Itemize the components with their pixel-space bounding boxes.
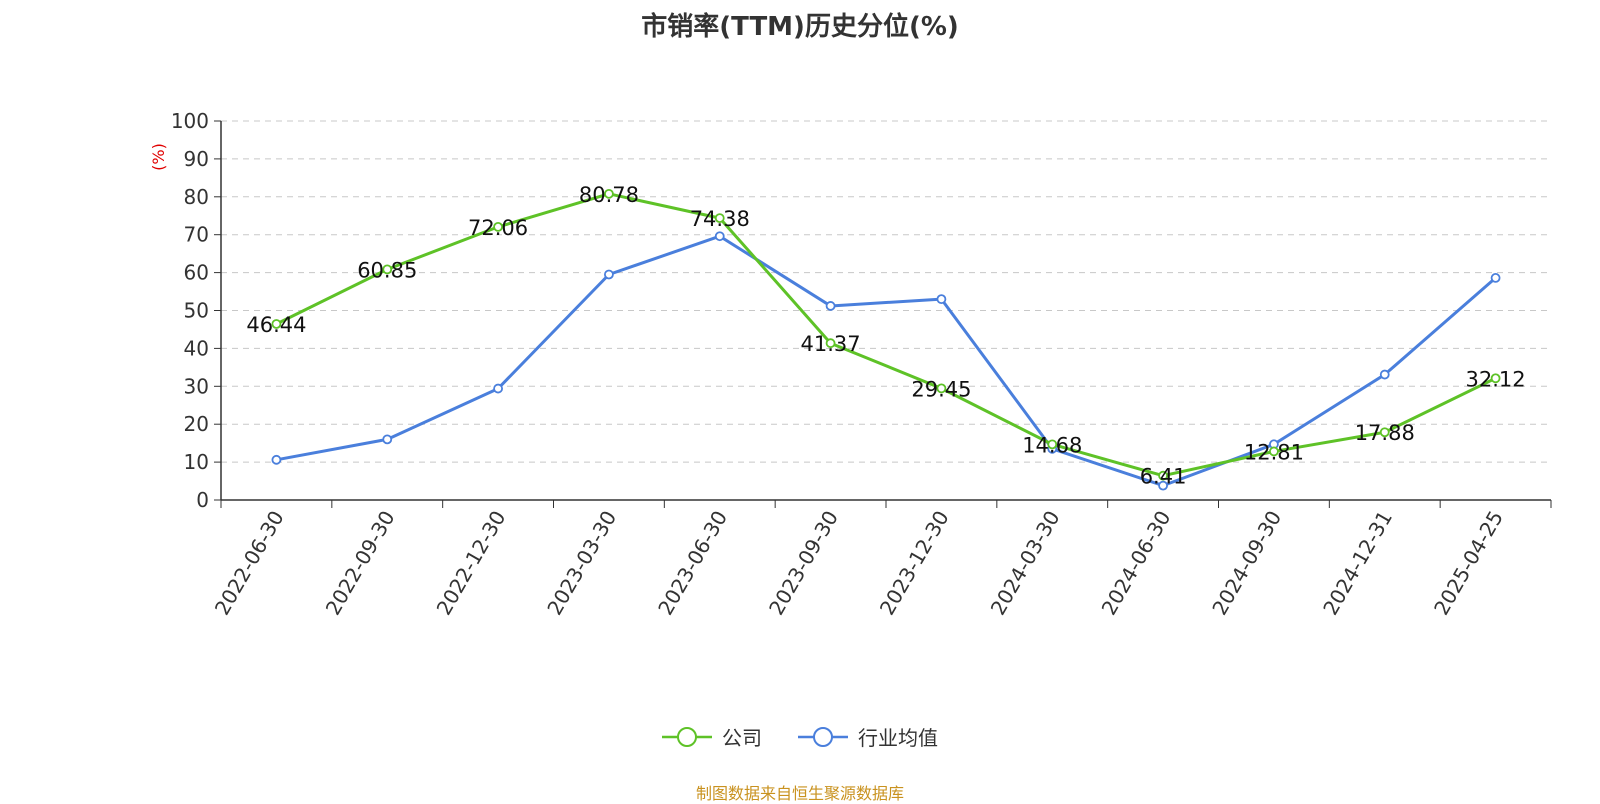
x-tick-label: 2025-04-25: [1429, 507, 1508, 620]
legend-item-industry-average[interactable]: 行业均值: [798, 722, 938, 751]
data-point: [382, 264, 393, 275]
data-point: [936, 294, 947, 305]
data-label: 74.38: [690, 207, 750, 231]
y-tick-label: 60: [184, 261, 209, 285]
data-label: 12.81: [1244, 440, 1304, 464]
data-label: 29.45: [911, 377, 971, 401]
y-tick-label: 100: [171, 109, 209, 133]
x-tick-label: 2022-06-30: [210, 507, 289, 620]
x-tick-label: 2023-06-30: [653, 507, 732, 620]
data-point: [271, 454, 282, 465]
data-point: [825, 338, 836, 349]
y-tick-label: 90: [184, 147, 209, 171]
data-label: 14.68: [1022, 433, 1082, 457]
data-point: [1379, 427, 1390, 438]
data-point: [1047, 439, 1058, 450]
data-label: 80.78: [579, 183, 639, 207]
x-tick-label: 2024-09-30: [1207, 507, 1286, 620]
x-tick-label: 2024-06-30: [1097, 507, 1176, 620]
data-point: [271, 319, 282, 329]
y-tick-label: 30: [184, 374, 209, 398]
y-tick-label: 10: [184, 450, 209, 474]
y-tick-label: 40: [184, 336, 209, 360]
data-label: 17.88: [1355, 421, 1415, 445]
data-label: 60.85: [357, 258, 417, 282]
x-tick-label: 2022-12-30: [432, 507, 511, 620]
data-point: [604, 188, 614, 199]
x-tick-label: 2024-03-30: [986, 507, 1065, 620]
legend-item-company[interactable]: 公司: [662, 722, 762, 751]
legend: 公司 行业均值: [0, 722, 1600, 751]
x-tick-label: 2023-03-30: [542, 507, 621, 620]
data-point: [936, 383, 947, 394]
y-tick-label: 50: [184, 299, 209, 323]
data-point: [493, 383, 503, 394]
data-label: 72.06: [468, 216, 528, 240]
y-tick-label: 70: [184, 223, 209, 247]
legend-label: 公司: [722, 726, 762, 750]
x-tick-label: 2023-09-30: [764, 507, 843, 620]
y-axis-label: (%): [149, 143, 168, 171]
data-label: 32.12: [1466, 367, 1526, 391]
x-tick-label: 2024-12-31: [1318, 507, 1397, 620]
y-tick-label: 80: [184, 185, 209, 209]
data-point: [1490, 273, 1501, 283]
series-line: [276, 234, 1497, 488]
data-point: [604, 269, 614, 280]
data-point: [1158, 470, 1168, 481]
data-point: [714, 213, 725, 223]
legend-label: 行业均值: [858, 726, 938, 750]
legend-line-marker-icon: [798, 726, 848, 747]
data-point: [382, 434, 393, 445]
x-tick-label: 2023-12-30: [875, 507, 954, 620]
data-point: [1490, 373, 1501, 384]
y-tick-label: 0: [196, 488, 209, 512]
data-point: [714, 231, 725, 242]
data-point: [825, 301, 836, 311]
source-note: 制图数据来自恒生聚源数据库: [695, 784, 904, 803]
chart-title: 市销率(TTM)历史分位(%): [641, 12, 959, 42]
x-tick-label: 2022-09-30: [321, 507, 400, 620]
data-label: 41.37: [801, 332, 861, 356]
series-line: [275, 192, 1497, 478]
data-label: 6.41: [1140, 465, 1187, 489]
data-point: [1158, 480, 1168, 491]
data-label: 46.44: [246, 313, 306, 337]
data-point: [1269, 446, 1279, 457]
data-point: [1379, 369, 1390, 380]
legend-line-marker-icon: [662, 726, 712, 747]
data-point: [493, 221, 503, 232]
y-tick-label: 20: [184, 412, 209, 436]
